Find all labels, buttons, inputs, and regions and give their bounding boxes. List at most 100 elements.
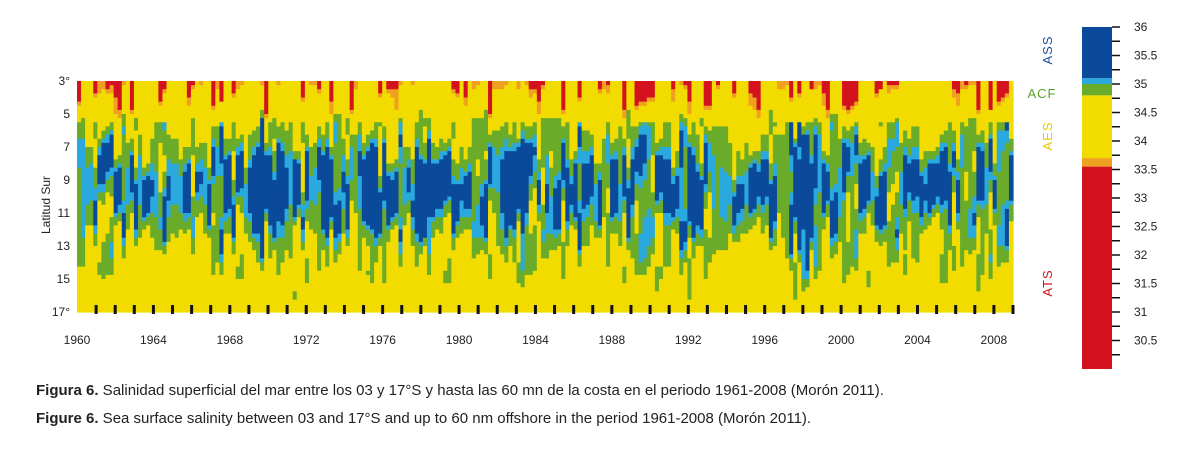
- heatmap-cell: [382, 241, 387, 247]
- heatmap-cell: [264, 225, 269, 231]
- heatmap-cell: [406, 262, 412, 268]
- heatmap-cell: [215, 274, 221, 280]
- heatmap-cell: [101, 225, 107, 231]
- heatmap-cell: [133, 237, 139, 243]
- heatmap-cell: [105, 188, 111, 193]
- heatmap-cell: [337, 204, 343, 210]
- heatmap-cell: [321, 138, 326, 144]
- heatmap-cell: [109, 204, 115, 210]
- heatmap-cell: [374, 142, 379, 148]
- heatmap-cell: [121, 258, 127, 264]
- heatmap-cell: [321, 262, 326, 268]
- heatmap-cell: [223, 217, 229, 222]
- heatmap-cell: [101, 85, 107, 90]
- heatmap-cell: [313, 180, 318, 185]
- heatmap-cell: [211, 155, 216, 160]
- heatmap-cell: [85, 266, 90, 272]
- heatmap-cell: [264, 200, 269, 206]
- heatmap-cell: [414, 258, 420, 264]
- heatmap-cell: [158, 217, 164, 222]
- heatmap-cell: [264, 89, 269, 94]
- heatmap-cell: [398, 175, 404, 181]
- heatmap-cell: [81, 184, 86, 189]
- heatmap-cell: [166, 217, 172, 222]
- heatmap-cell: [117, 138, 123, 144]
- heatmap-cell: [170, 283, 176, 288]
- heatmap-cell: [406, 159, 412, 165]
- heatmap-cell: [203, 93, 208, 99]
- heatmap-cell: [133, 188, 139, 193]
- heatmap-cell: [133, 85, 139, 90]
- heatmap-cell: [207, 196, 212, 202]
- heatmap-cell: [190, 270, 196, 276]
- heatmap-cell: [142, 274, 147, 280]
- heatmap-cell: [325, 109, 330, 115]
- heatmap-cell: [158, 204, 164, 210]
- heatmap-cell: [349, 295, 355, 301]
- heatmap-cell: [337, 225, 343, 231]
- heatmap-cell: [243, 233, 249, 239]
- heatmap-cell: [296, 122, 302, 127]
- heatmap-cell: [276, 254, 282, 259]
- heatmap-cell: [251, 163, 257, 169]
- heatmap-cell: [93, 89, 98, 94]
- heatmap-cell: [390, 283, 396, 288]
- heatmap-cell: [329, 105, 334, 111]
- heatmap-cell: [146, 274, 151, 280]
- heatmap-cell: [284, 295, 290, 301]
- heatmap-cell: [264, 188, 269, 193]
- heatmap-cell: [223, 233, 229, 239]
- heatmap-cell: [117, 122, 123, 127]
- heatmap-cell: [219, 217, 225, 222]
- heatmap-cell: [272, 237, 278, 243]
- heatmap-cell: [357, 126, 363, 132]
- heatmap-cell: [361, 287, 367, 292]
- heatmap-cell: [142, 81, 147, 86]
- heatmap-cell: [77, 101, 82, 107]
- heatmap-cell: [113, 225, 119, 231]
- heatmap-cell: [280, 118, 286, 123]
- heatmap-cell: [337, 126, 343, 132]
- heatmap-cell: [292, 126, 298, 132]
- heatmap-cell: [394, 101, 400, 107]
- heatmap-cell: [158, 138, 164, 144]
- heatmap-cell: [374, 299, 379, 305]
- heatmap-cell: [199, 258, 204, 264]
- heatmap-cell: [370, 101, 375, 107]
- heatmap-cell: [129, 295, 135, 301]
- heatmap-cell: [174, 97, 180, 103]
- heatmap-cell: [166, 134, 172, 140]
- heatmap-cell: [109, 180, 115, 185]
- heatmap-cell: [133, 180, 139, 185]
- heatmap-cell: [361, 122, 367, 127]
- heatmap-cell: [329, 213, 334, 218]
- heatmap-cell: [178, 142, 184, 148]
- heatmap-cell: [406, 180, 412, 185]
- heatmap-cell: [247, 279, 253, 284]
- heatmap-cell: [337, 134, 343, 140]
- heatmap-cell: [146, 155, 151, 160]
- heatmap-cell: [382, 291, 387, 297]
- heatmap-cell: [398, 89, 404, 94]
- heatmap-cell: [227, 188, 233, 193]
- heatmap-cell: [374, 180, 379, 185]
- heatmap-cell: [81, 250, 86, 255]
- heatmap-cell: [174, 283, 180, 288]
- heatmap-cell: [150, 171, 155, 177]
- heatmap-cell: [402, 262, 408, 268]
- heatmap-cell: [105, 130, 111, 136]
- heatmap-cell: [211, 295, 216, 301]
- heatmap-cell: [211, 266, 216, 272]
- heatmap-cell: [203, 105, 208, 111]
- heatmap-cell: [166, 303, 172, 309]
- heatmap-cell: [386, 126, 391, 132]
- heatmap-cell: [227, 287, 233, 292]
- heatmap-cell: [231, 213, 237, 218]
- heatmap-cell: [129, 250, 135, 255]
- heatmap-cell: [349, 93, 355, 99]
- heatmap-cell: [81, 229, 86, 235]
- heatmap-cell: [406, 126, 412, 132]
- heatmap-cell: [341, 171, 347, 177]
- heatmap-cell: [101, 192, 107, 198]
- heatmap-cell: [390, 303, 396, 309]
